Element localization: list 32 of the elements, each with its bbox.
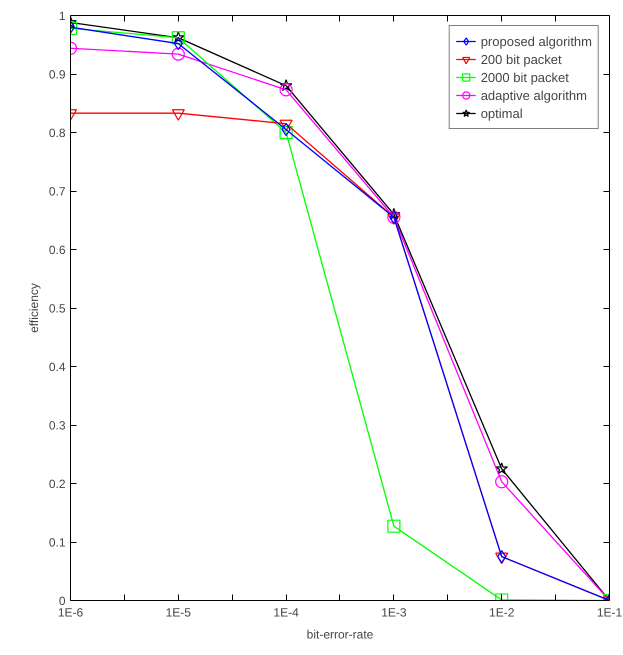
point	[280, 79, 292, 92]
point	[495, 475, 508, 488]
x-tick-label: 1E-6	[58, 606, 84, 620]
y-tick-label: 0	[58, 594, 66, 608]
x-axis-title: bit-error-rate	[306, 628, 374, 642]
point	[280, 126, 293, 140]
y-axis-title: efficiency	[26, 283, 41, 333]
point	[172, 48, 185, 61]
point	[387, 520, 400, 533]
x-tick-label: 1E-3	[381, 606, 407, 620]
legend-label: optimal	[480, 104, 523, 122]
y-tick-label: 0.3	[48, 418, 66, 432]
point	[495, 462, 508, 474]
legend-label: adaptive algorithm	[480, 86, 587, 104]
x-tick-label: 1E-5	[166, 606, 192, 620]
legend-label: proposed algorithm	[480, 32, 592, 50]
legend-label: 200 bit packet	[480, 50, 562, 68]
y-tick-label: 1	[58, 9, 66, 23]
y-tick-label: 0.2	[48, 477, 66, 491]
legend-label: 2000 bit packet	[480, 68, 569, 86]
y-tick-label: 0.5	[48, 302, 66, 316]
point	[497, 550, 506, 564]
x-tick-label: 1E-2	[489, 606, 515, 620]
y-tick-label: 0.4	[48, 360, 66, 374]
y-tick-label: 0.7	[48, 184, 66, 198]
point	[280, 83, 293, 96]
x-tick-label: 1E-4	[273, 606, 300, 620]
y-tick-label: 0.6	[48, 243, 66, 257]
x-tick-label: 1E-1	[596, 606, 622, 620]
y-tick-label: 0.9	[48, 68, 66, 82]
y-tick-label: 0.1	[48, 536, 66, 550]
y-tick-label: 0.8	[48, 126, 66, 140]
